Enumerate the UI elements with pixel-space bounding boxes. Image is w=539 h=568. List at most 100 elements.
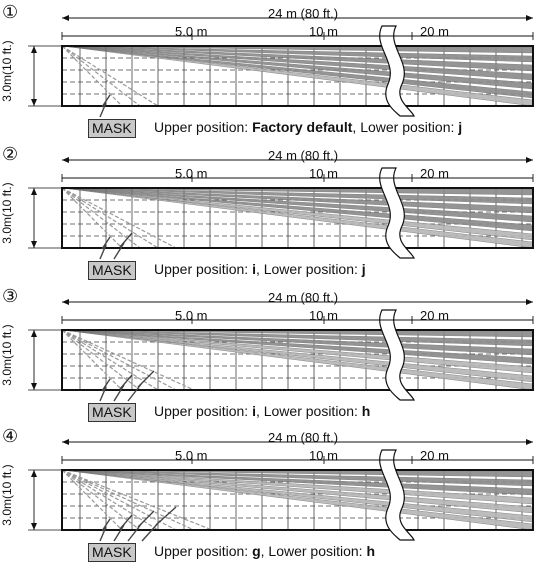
upper-position-text: Upper position: (154, 543, 253, 559)
lower-position-value: h (361, 403, 371, 419)
upper-position-value: Factory default (252, 119, 353, 135)
mask-pointer (113, 232, 133, 260)
panel-3: ③ 24 m (80 ft.) 5.0 m 10 m 20 m 3.0m(10 ft.) M… (0, 286, 539, 428)
position-caption: Upper position: g, Lower position: h (154, 543, 375, 560)
detection-pattern-figure (28, 157, 534, 260)
masked-beam (61, 45, 123, 107)
distance-label: 5.0 m (175, 308, 208, 323)
arrow-head (31, 523, 37, 530)
masked-beam (61, 187, 123, 249)
arrow-head (526, 299, 533, 305)
detection-pattern-figure (28, 15, 534, 118)
masked-beam (61, 187, 141, 249)
height-label: 3.0m(10 ft.) (0, 324, 14, 386)
position-caption: Upper position: Factory default, Lower p… (154, 119, 462, 136)
masked-beam (61, 469, 177, 531)
arrow-head (31, 188, 37, 195)
mask-pointer (99, 94, 111, 118)
masked-beam (61, 469, 123, 531)
area-frame (61, 187, 534, 249)
length-label: 24 m (80 ft.) (268, 148, 339, 163)
length-label: 24 m (80 ft.) (268, 430, 339, 445)
detection-pattern-figure (28, 439, 534, 542)
mask-callout (99, 94, 111, 118)
arrow-head (526, 157, 533, 163)
mask-label: MASK (88, 403, 136, 422)
masked-beam (61, 187, 159, 249)
position-caption: Upper position: i, Lower position: h (154, 403, 370, 420)
distance-label: 5.0 m (175, 24, 208, 39)
arrow-head (62, 439, 69, 445)
distance-label: 5.0 m (175, 166, 208, 181)
mask-pointer (99, 236, 111, 260)
length-label: 24 m (80 ft.) (268, 6, 339, 21)
masked-beam (61, 469, 195, 531)
lower-position-value: j (458, 119, 463, 135)
mask-pointer (127, 370, 155, 402)
mask-label: MASK (88, 543, 136, 562)
lower-position-value: j (361, 261, 366, 277)
distance-label: 10 m (309, 448, 338, 463)
area-frame (61, 45, 534, 107)
masked-beam (61, 329, 159, 391)
distance-label: 20 m (420, 166, 449, 181)
distance-label: 5.0 m (175, 448, 208, 463)
mask-pointer (99, 378, 111, 402)
panel-number: ④ (2, 426, 19, 446)
arrow-head (62, 15, 69, 21)
mask-label: MASK (88, 119, 136, 138)
mask-pointer (113, 514, 133, 542)
break-mark (379, 25, 415, 117)
detection-pattern-figure (28, 299, 534, 402)
arrow-head (31, 470, 37, 477)
arrow-head (526, 15, 533, 21)
masked-beam (61, 45, 141, 107)
distance-label: 10 m (309, 308, 338, 323)
mask-label: MASK (88, 261, 136, 280)
upper-position-text: Upper position: (154, 403, 253, 419)
distance-label: 20 m (420, 308, 449, 323)
masked-beam (61, 187, 177, 249)
break-mark (379, 449, 415, 541)
mask-pointer (113, 374, 133, 402)
mask-pointer (127, 510, 155, 542)
panel-1: ① 24 m (80 ft.) 5.0 m 10 m 20 m 3.0m(10 ft.) M… (0, 2, 539, 144)
arrow-head (526, 439, 533, 445)
upper-position-text: Upper position: (154, 119, 253, 135)
lower-position-value: h (366, 543, 376, 559)
arrow-head (31, 330, 37, 337)
upper-position-value: i (252, 403, 256, 419)
panel-number: ③ (2, 286, 19, 306)
area-frame (61, 469, 534, 531)
masked-beam (61, 329, 195, 391)
upper-position-text: Upper position: (154, 261, 253, 277)
panel-number: ① (2, 2, 19, 22)
detection-beams (61, 469, 534, 531)
masked-beam (61, 469, 159, 531)
detection-beams (61, 45, 534, 107)
masked-beam (61, 469, 141, 531)
distance-label: 20 m (420, 448, 449, 463)
detection-beams (61, 187, 534, 249)
lower-position-text: , Lower position: (352, 119, 459, 135)
arrow-head (62, 299, 69, 305)
masked-beam (61, 45, 159, 107)
arrow-head (31, 46, 37, 53)
arrow-head (31, 99, 37, 106)
distance-label: 10 m (309, 166, 338, 181)
lower-position-text: , Lower position: (260, 543, 367, 559)
length-label: 24 m (80 ft.) (268, 290, 339, 305)
masked-beam (61, 329, 141, 391)
panel-4: ④ 24 m (80 ft.) 5.0 m 10 m 20 m 3.0m(10 ft.) M… (0, 426, 539, 568)
mask-callout (99, 506, 177, 542)
upper-position-value: i (252, 261, 256, 277)
lower-position-text: , Lower position: (255, 403, 362, 419)
area-frame (61, 329, 534, 391)
height-label: 3.0m(10 ft.) (0, 40, 14, 102)
break-mark (379, 167, 415, 259)
lower-position-text: , Lower position: (255, 261, 362, 277)
masked-beam (61, 469, 213, 531)
height-label: 3.0m(10 ft.) (0, 182, 14, 244)
panel-2: ② 24 m (80 ft.) 5.0 m 10 m 20 m 3.0m(10 ft.) M… (0, 144, 539, 286)
break-mark (379, 309, 415, 401)
